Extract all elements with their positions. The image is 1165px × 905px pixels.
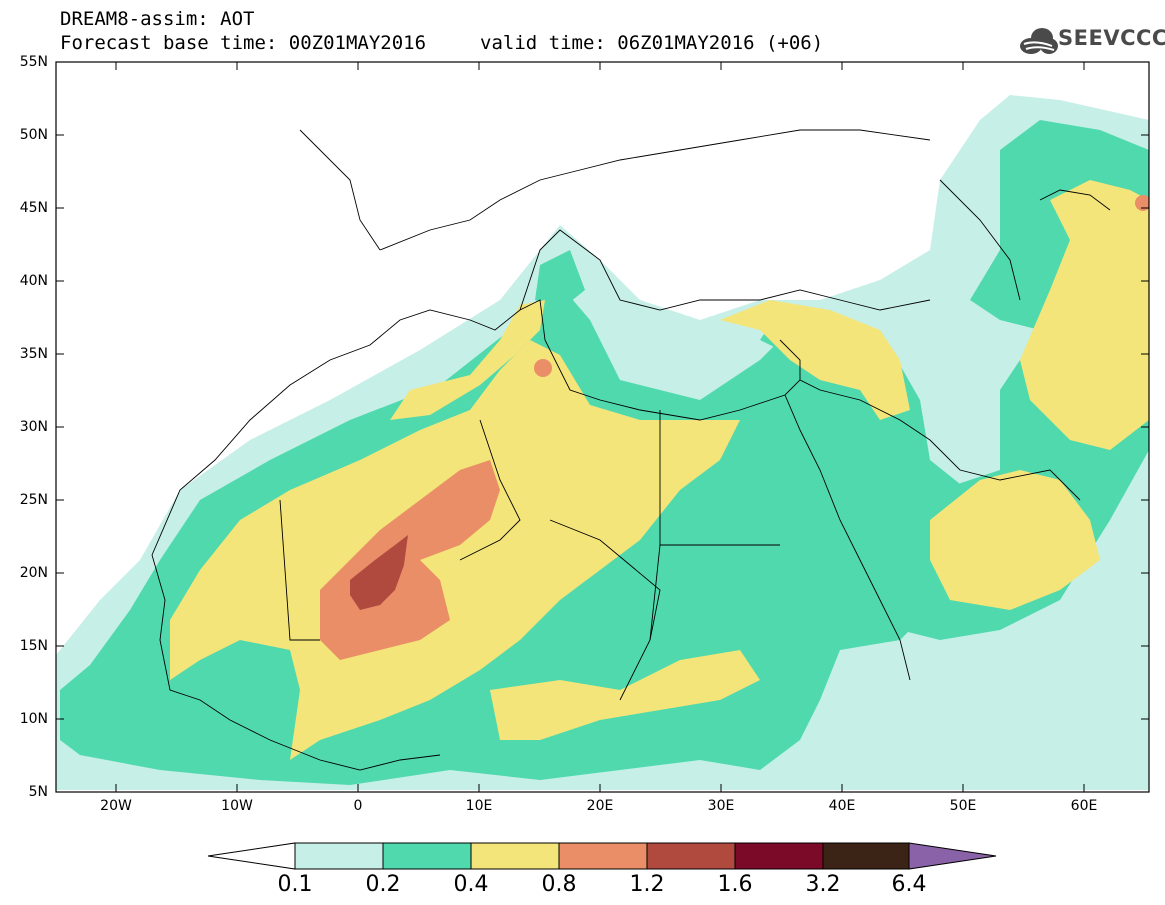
lon-label: 10E — [465, 798, 493, 814]
colorbar-bin-0.4-0.8 — [470, 842, 560, 870]
aot-0.8-1.2-field — [320, 195, 1149, 660]
valid-time: valid time: 06Z01MAY2016 (+06) — [480, 32, 824, 54]
lat-label: 10N — [19, 711, 48, 727]
lon-label: 20E — [586, 798, 614, 814]
colorbar-low-arrow — [207, 842, 296, 870]
lon-label: 40E — [828, 798, 856, 814]
lat-label: 40N — [19, 273, 48, 289]
colorbar-high-arrow — [908, 842, 997, 870]
cloud-icon — [1020, 28, 1058, 54]
colorbar-label: 1.6 — [717, 872, 753, 897]
lon-label: 50E — [949, 798, 977, 814]
lat-label: 50N — [19, 127, 48, 143]
lon-label: 30E — [707, 798, 735, 814]
lat-label: 20N — [19, 565, 48, 581]
colorbar-label: 0.8 — [541, 872, 577, 897]
aot-0.4-0.8-field — [170, 180, 1149, 760]
base-time: Forecast base time: 00Z01MAY2016 — [60, 32, 427, 54]
lat-label: 45N — [19, 200, 48, 216]
coastlines — [151, 129, 1111, 771]
axis-ticks — [56, 61, 1149, 793]
colorbar-bin-1.6-3.2 — [734, 842, 824, 870]
lon-label: 60E — [1070, 798, 1098, 814]
colorbar-label: 6.4 — [891, 872, 927, 897]
lat-label: 25N — [19, 492, 48, 508]
lat-label: 15N — [19, 638, 48, 654]
colorbar — [207, 842, 997, 870]
colorbar-bin-0.2-0.4 — [382, 842, 472, 870]
lat-label: 5N — [28, 784, 48, 800]
colorbar-bin-0.8-1.2 — [558, 842, 648, 870]
colorbar-bin-0.1-0.2 — [294, 842, 384, 870]
lat-label: 35N — [19, 346, 48, 362]
lat-label: 30N — [19, 419, 48, 435]
forecast-times: Forecast base time: 00Z01MAY2016 valid ti… — [60, 32, 823, 54]
seevccc-logo: SEEVCCC — [1058, 26, 1165, 50]
colorbar-label: 1.2 — [629, 872, 665, 897]
colorbar-bin-1.2-1.6 — [646, 842, 736, 870]
colorbar-label: 0.2 — [365, 872, 401, 897]
colorbar-label: 0.4 — [453, 872, 489, 897]
map-title: DREAM8-assim: AOT — [60, 8, 255, 30]
colorbar-label: 0.1 — [277, 872, 313, 897]
aot-1.2-1.6-field — [350, 535, 408, 610]
lon-label: 0 — [353, 798, 363, 814]
colorbar-bin-3.2-6.4 — [822, 842, 910, 870]
lat-label: 55N — [19, 54, 48, 70]
colorbar-label: 3.2 — [805, 872, 841, 897]
lon-label: 20W — [100, 798, 132, 814]
lon-label: 10W — [221, 798, 253, 814]
